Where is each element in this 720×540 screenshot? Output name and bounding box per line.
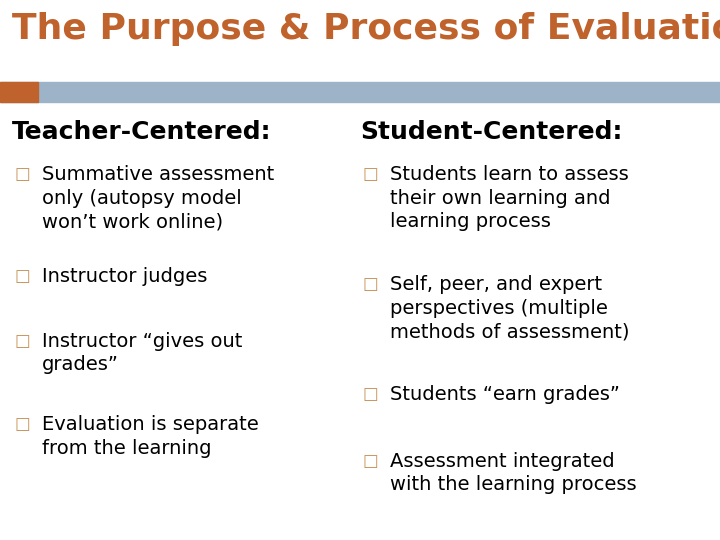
Text: □: □ xyxy=(14,332,30,350)
Bar xyxy=(0,82,38,102)
Text: □: □ xyxy=(362,165,378,183)
Text: Evaluation is separate
from the learning: Evaluation is separate from the learning xyxy=(42,415,258,457)
Bar xyxy=(0,82,720,102)
Text: The Purpose & Process of Evaluation: The Purpose & Process of Evaluation xyxy=(12,12,720,46)
Text: □: □ xyxy=(14,267,30,285)
Text: Assessment integrated
with the learning process: Assessment integrated with the learning … xyxy=(390,452,636,495)
Text: □: □ xyxy=(362,275,378,293)
Text: □: □ xyxy=(362,452,378,470)
Text: Instructor judges: Instructor judges xyxy=(42,267,207,286)
Text: Summative assessment
only (autopsy model
won’t work online): Summative assessment only (autopsy model… xyxy=(42,165,274,231)
Text: Students “earn grades”: Students “earn grades” xyxy=(390,385,620,404)
Text: □: □ xyxy=(362,385,378,403)
Text: □: □ xyxy=(14,415,30,433)
Text: Teacher-Centered:: Teacher-Centered: xyxy=(12,120,271,144)
Text: □: □ xyxy=(14,165,30,183)
Text: Student-Centered:: Student-Centered: xyxy=(360,120,622,144)
Text: Instructor “gives out
grades”: Instructor “gives out grades” xyxy=(42,332,243,375)
Text: Self, peer, and expert
perspectives (multiple
methods of assessment): Self, peer, and expert perspectives (mul… xyxy=(390,275,629,341)
Text: Students learn to assess
their own learning and
learning process: Students learn to assess their own learn… xyxy=(390,165,629,231)
